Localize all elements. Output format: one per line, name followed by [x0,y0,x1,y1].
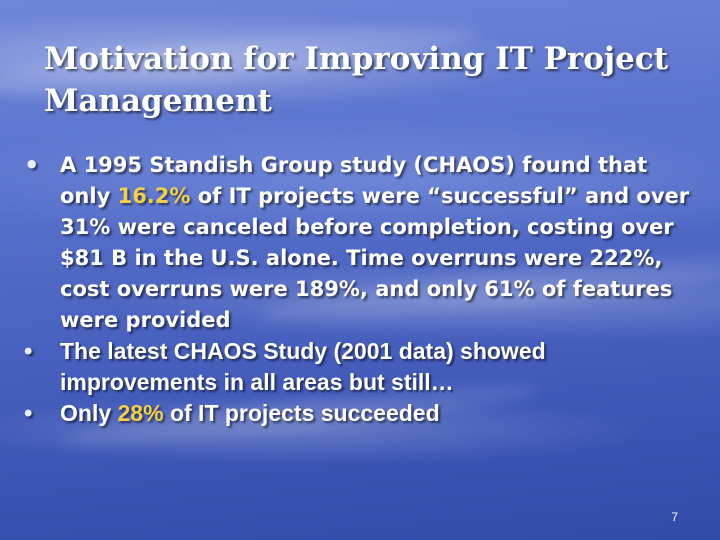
bullet-text: A 1995 Standish Group study (CHAOS) foun… [60,153,648,208]
highlight-percentage: 16.2% [117,184,191,208]
bullet-text: Only [60,400,118,426]
bullet-text: The latest CHAOS Study (2001 data) showe… [60,338,546,395]
slide-title: Motivation for Improving IT Project Mana… [44,41,669,119]
page-number: 7 [671,510,678,524]
highlight-percentage: 28% [117,400,164,426]
bullet-item: • The latest CHAOS Study (2001 data) sho… [20,336,700,398]
bullet-item: • Only 28% of IT projects succeeded [20,398,700,429]
bullet-text: of IT projects were “successful” and ove… [60,184,690,332]
bullet-dot-icon: • [24,151,40,179]
bullet-dot-icon: • [24,400,33,427]
bullet-dot-icon: • [24,338,33,365]
bullet-list: • A 1995 Standish Group study (CHAOS) fo… [20,150,700,429]
bullet-item: • A 1995 Standish Group study (CHAOS) fo… [20,150,700,336]
bullet-text: of IT projects succeeded [163,400,440,426]
